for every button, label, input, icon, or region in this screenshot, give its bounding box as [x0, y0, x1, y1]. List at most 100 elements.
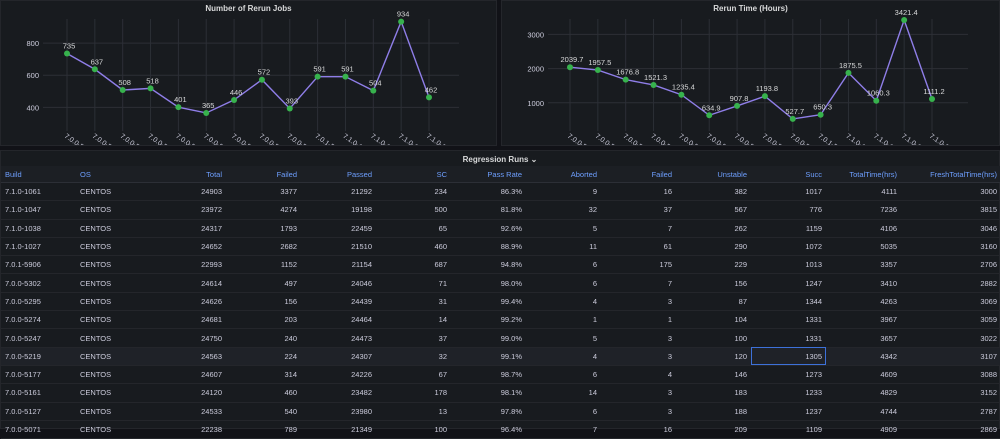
- table-row[interactable]: 7.0.0-5295 CENTOS 24626 156 24439 31 99.4% 4 3 87…: [1, 292, 1000, 312]
- table-cell: 3815: [901, 200, 1000, 220]
- data-point[interactable]: [650, 81, 657, 88]
- table-cell: 687: [376, 255, 451, 275]
- table-cell: 23482: [301, 383, 376, 403]
- table-cell: 24473: [301, 328, 376, 348]
- column-header[interactable]: TotalTime(hrs): [826, 166, 901, 183]
- table-cell: 24307: [301, 347, 376, 366]
- column-header[interactable]: Build: [1, 166, 76, 183]
- data-point[interactable]: [286, 105, 293, 112]
- table-row[interactable]: 7.0.0-5161 CENTOS 24120 460 23482 178 98.1% 14 3…: [1, 383, 1000, 403]
- table-cell: 460: [226, 383, 301, 403]
- data-point[interactable]: [426, 94, 432, 101]
- table-cell: 97.8%: [451, 402, 526, 421]
- panel-title-text[interactable]: Regression Runs: [462, 155, 529, 164]
- table-row[interactable]: 7.1.0-1047 CENTOS 23972 4274 19198 500 81.8% 32…: [1, 200, 1000, 220]
- table-row[interactable]: 7.0.0-5247 CENTOS 24750 240 24473 37 99.0% 5 3 10…: [1, 328, 1000, 348]
- table-cell: 7236: [826, 200, 901, 220]
- table-cell: 1247: [751, 273, 826, 293]
- data-point[interactable]: [258, 76, 265, 83]
- data-point[interactable]: [706, 112, 713, 119]
- x-tick-label: 7.0.0-5219: [174, 133, 206, 145]
- column-header[interactable]: Aborted: [526, 166, 601, 183]
- data-point[interactable]: [594, 67, 601, 74]
- data-point[interactable]: [622, 76, 629, 83]
- x-tick-label: 7.0.0-5177: [146, 133, 178, 145]
- data-point[interactable]: [314, 73, 321, 80]
- table-row[interactable]: 7.1.0-1061 CENTOS 24903 3377 21292 234 86.3% 9 1…: [1, 182, 1000, 202]
- table-cell: 4111: [826, 182, 901, 202]
- table-cell: 7.1.0-1027: [1, 237, 76, 257]
- data-point[interactable]: [175, 104, 182, 111]
- data-point[interactable]: [845, 69, 852, 76]
- rerun-jobs-panel[interactable]: Number of Rerun Jobs 400 600 800 7.0.0-5071…: [0, 0, 497, 146]
- column-header[interactable]: Pass Rate: [451, 166, 526, 183]
- table-cell: 7.0.0-5071: [1, 420, 76, 439]
- data-point[interactable]: [761, 93, 768, 100]
- table-row[interactable]: 7.0.0-5274 CENTOS 24681 203 24464 14 99.2% 1 1 10…: [1, 310, 1000, 330]
- chevron-down-icon[interactable]: ⌄: [530, 155, 538, 164]
- column-header[interactable]: Failed: [226, 166, 301, 183]
- data-point[interactable]: [370, 87, 377, 94]
- data-point[interactable]: [203, 109, 210, 116]
- data-point[interactable]: [91, 66, 98, 73]
- data-point[interactable]: [678, 91, 685, 98]
- table-cell: 7.0.0-5127: [1, 402, 76, 421]
- data-point[interactable]: [734, 102, 741, 109]
- x-tick-label: 7.0.0-5274: [733, 133, 765, 145]
- x-tick-label: 7.1.0-1027: [844, 133, 876, 145]
- panel-title[interactable]: Regression Runs ⌄: [1, 155, 999, 164]
- table-cell: 24046: [301, 273, 376, 293]
- y-tick-label: 600: [26, 71, 39, 80]
- data-point[interactable]: [567, 64, 573, 71]
- data-label: 934: [397, 10, 410, 19]
- table-row[interactable]: 7.0.0-5071 CENTOS 22238 789 21349 100 96.4% 7 16…: [1, 420, 1000, 439]
- table-cell: 22459: [301, 219, 376, 238]
- column-header[interactable]: FreshTotalTime(hrs): [901, 166, 1000, 183]
- data-point[interactable]: [817, 111, 824, 118]
- table-cell: 24681: [151, 310, 226, 330]
- data-point[interactable]: [231, 96, 238, 103]
- table-cell: 3069: [901, 292, 1000, 312]
- panel-title[interactable]: Rerun Time (Hours): [713, 4, 788, 13]
- table-row[interactable]: 7.1.0-1038 CENTOS 24317 1793 22459 65 92.6% 5 7 2…: [1, 219, 1000, 238]
- data-point[interactable]: [64, 50, 70, 57]
- table-cell: 7.0.0-5302: [1, 273, 76, 293]
- x-tick-label: 7.0.0-5295: [258, 133, 290, 145]
- column-header[interactable]: Failed: [601, 166, 676, 183]
- data-label: 1111.2: [923, 87, 944, 96]
- table-row[interactable]: 7.0.0-5302 CENTOS 24614 497 24046 71 98.0% 6 7 15…: [1, 273, 1000, 293]
- table-cell: 98.1%: [451, 383, 526, 403]
- table-row[interactable]: 7.1.0-1027 CENTOS 24652 2682 21510 460 88.9% 11…: [1, 237, 1000, 257]
- panel-title[interactable]: Number of Rerun Jobs: [205, 4, 292, 13]
- table-row[interactable]: 7.0.1-5906 CENTOS 22993 1152 21154 687 94.8% 6 1…: [1, 255, 1000, 275]
- data-point[interactable]: [929, 95, 935, 102]
- data-label: 518: [146, 76, 159, 85]
- column-header[interactable]: Unstable: [676, 166, 751, 183]
- column-header[interactable]: OS: [76, 166, 151, 183]
- table-row[interactable]: 7.0.0-5177 CENTOS 24607 314 24226 67 98.7% 6 4 14…: [1, 365, 1000, 385]
- table-cell: 3088: [901, 365, 1000, 385]
- table-row[interactable]: 7.0.0-5127 CENTOS 24533 540 23980 13 97.8% 6 3 18…: [1, 402, 1000, 421]
- table-cell: 6: [526, 273, 601, 293]
- table-cell: 188: [676, 402, 751, 421]
- column-header[interactable]: Total: [151, 166, 226, 183]
- data-point[interactable]: [398, 18, 405, 25]
- column-header[interactable]: SC: [376, 166, 451, 183]
- table-cell: 3059: [901, 310, 1000, 330]
- rerun-time-panel[interactable]: Rerun Time (Hours) 1000 2000 3000 7.0.0-507…: [501, 0, 1000, 146]
- x-tick-label: 7.1.0-1047: [397, 133, 429, 145]
- data-point[interactable]: [873, 97, 880, 104]
- column-header[interactable]: Passed: [301, 166, 376, 183]
- data-point[interactable]: [901, 16, 908, 23]
- table-cell: 497: [226, 273, 301, 293]
- data-point[interactable]: [789, 115, 796, 122]
- data-point[interactable]: [119, 86, 126, 93]
- table-cell: 24533: [151, 402, 226, 421]
- data-label: 572: [258, 68, 271, 77]
- table-cell: 24614: [151, 273, 226, 293]
- column-header[interactable]: Succ: [751, 166, 826, 183]
- data-point[interactable]: [147, 85, 154, 92]
- data-point[interactable]: [342, 73, 349, 80]
- table-row[interactable]: 7.0.0-5219 CENTOS 24563 224 24307 32 99.1% 4 3 12…: [1, 347, 1000, 366]
- table-cell: 1072: [751, 237, 826, 257]
